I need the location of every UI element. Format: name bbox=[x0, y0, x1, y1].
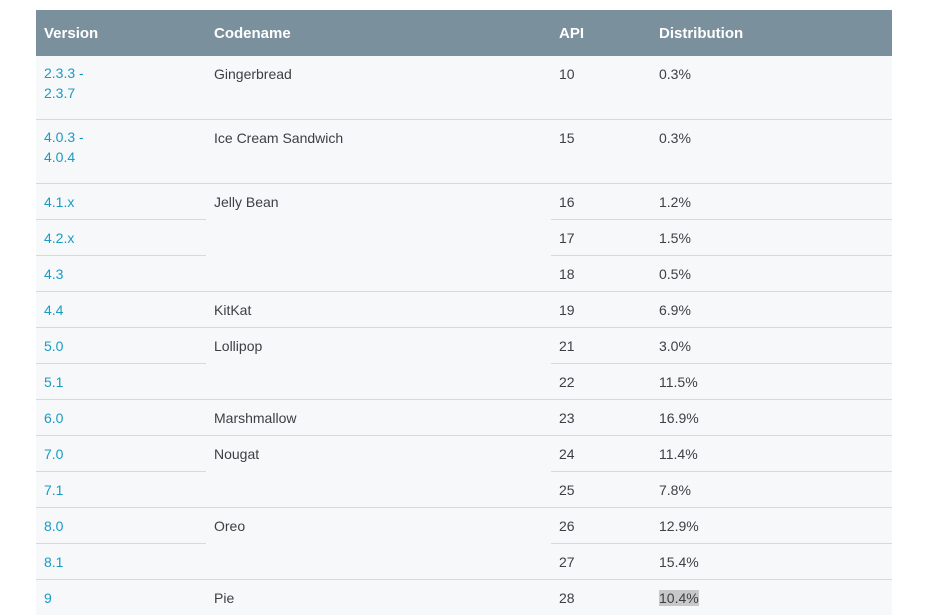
version-link[interactable]: 9 bbox=[44, 590, 52, 606]
codename-cell: Ice Cream Sandwich bbox=[206, 119, 551, 184]
table-row: 2.3.3 - 2.3.7 Gingerbread 10 0.3% bbox=[36, 56, 892, 120]
api-cell: 23 bbox=[551, 399, 651, 436]
table-row: 4.1.x Jelly Bean 16 1.2% bbox=[36, 183, 892, 292]
version-link[interactable]: 4.2.x bbox=[44, 230, 75, 246]
distribution-cell: 1.5% bbox=[651, 219, 892, 256]
version-cell: 5.0 bbox=[36, 327, 206, 364]
codename-cell: Oreo bbox=[206, 507, 551, 580]
distribution-cell: 6.9% bbox=[651, 291, 892, 328]
distribution-cell: 7.8% bbox=[651, 471, 892, 508]
api-cell: 10 bbox=[551, 56, 651, 120]
distribution-cell: 11.4% bbox=[651, 435, 892, 472]
version-cell: 4.4 bbox=[36, 291, 206, 328]
table-header-row: Version Codename API Distribution bbox=[36, 10, 892, 56]
version-cell: 4.2.x bbox=[36, 219, 206, 256]
table-row: 5.0 Lollipop 21 3.0% bbox=[36, 327, 892, 400]
version-cell: 4.3 bbox=[36, 255, 206, 292]
distribution-cell: 0.3% bbox=[651, 119, 892, 184]
header-api: API bbox=[551, 10, 651, 56]
api-cell: 22 bbox=[551, 363, 651, 400]
codename-cell: Gingerbread bbox=[206, 56, 551, 120]
distribution-cell: 11.5% bbox=[651, 363, 892, 400]
version-link[interactable]: 5.0 bbox=[44, 338, 64, 354]
distribution-cell: 15.4% bbox=[651, 543, 892, 580]
api-cell: 28 bbox=[551, 579, 651, 615]
distribution-cell: 3.0% bbox=[651, 327, 892, 364]
distribution-cell: 16.9% bbox=[651, 399, 892, 436]
table-row: 4.0.3 - 4.0.4 Ice Cream Sandwich 15 0.3% bbox=[36, 119, 892, 184]
table-row: 8.1 27 15.4% bbox=[36, 543, 892, 580]
api-cell: 25 bbox=[551, 471, 651, 508]
header-version: Version bbox=[36, 10, 206, 56]
version-link[interactable]: 7.0 bbox=[44, 446, 64, 462]
header-distribution: Distribution bbox=[651, 10, 892, 56]
version-cell: 6.0 bbox=[36, 399, 206, 436]
table-row: 6.0 Marshmallow 23 16.9% bbox=[36, 399, 892, 436]
distribution-cell: 0.3% bbox=[651, 56, 892, 120]
api-cell: 24 bbox=[551, 435, 651, 472]
api-cell: 16 bbox=[551, 183, 651, 220]
version-cell: 4.0.3 - 4.0.4 bbox=[36, 119, 206, 184]
codename-cell: Nougat bbox=[206, 435, 551, 508]
version-link[interactable]: 4.0.3 - 4.0.4 bbox=[44, 129, 84, 165]
version-cell: 7.1 bbox=[36, 471, 206, 508]
api-cell: 19 bbox=[551, 291, 651, 328]
api-cell: 18 bbox=[551, 255, 651, 292]
version-link[interactable]: 5.1 bbox=[44, 374, 64, 390]
table-row: 4.3 18 0.5% bbox=[36, 255, 892, 292]
table-row: 7.0 Nougat 24 11.4% bbox=[36, 435, 892, 508]
version-cell: 7.0 bbox=[36, 435, 206, 472]
table-row: 4.4 KitKat 19 6.9% bbox=[36, 291, 892, 328]
table-row: 4.2.x 17 1.5% bbox=[36, 219, 892, 256]
table-row: 8.0 Oreo 26 12.9% bbox=[36, 507, 892, 580]
codename-cell: Lollipop bbox=[206, 327, 551, 400]
distribution-table: Version Codename API Distribution 2.3.3 … bbox=[36, 10, 892, 615]
distribution-cell: 10.4% bbox=[651, 579, 892, 615]
distribution-cell: 1.2% bbox=[651, 183, 892, 220]
codename-cell: Pie bbox=[206, 579, 551, 615]
selected-distribution-text: 10.4% bbox=[659, 590, 699, 606]
version-link[interactable]: 8.1 bbox=[44, 554, 64, 570]
api-cell: 27 bbox=[551, 543, 651, 580]
api-cell: 17 bbox=[551, 219, 651, 256]
version-link[interactable]: 4.1.x bbox=[44, 194, 75, 210]
version-link[interactable]: 4.3 bbox=[44, 266, 64, 282]
api-cell: 26 bbox=[551, 507, 651, 544]
api-cell: 21 bbox=[551, 327, 651, 364]
api-cell: 15 bbox=[551, 119, 651, 184]
version-link[interactable]: 2.3.3 - 2.3.7 bbox=[44, 65, 84, 101]
version-link[interactable]: 7.1 bbox=[44, 482, 64, 498]
table-row: 5.1 22 11.5% bbox=[36, 363, 892, 400]
codename-cell: KitKat bbox=[206, 291, 551, 328]
codename-cell: Jelly Bean bbox=[206, 183, 551, 292]
version-cell: 8.1 bbox=[36, 543, 206, 580]
version-cell: 8.0 bbox=[36, 507, 206, 544]
codename-cell: Marshmallow bbox=[206, 399, 551, 436]
table-row: 9 Pie 28 10.4% bbox=[36, 579, 892, 615]
version-link[interactable]: 4.4 bbox=[44, 302, 64, 318]
table-row: 7.1 25 7.8% bbox=[36, 471, 892, 508]
version-cell: 4.1.x bbox=[36, 183, 206, 220]
version-cell: 5.1 bbox=[36, 363, 206, 400]
header-codename: Codename bbox=[206, 10, 551, 56]
version-cell: 9 bbox=[36, 579, 206, 615]
version-link[interactable]: 6.0 bbox=[44, 410, 64, 426]
version-cell: 2.3.3 - 2.3.7 bbox=[36, 56, 206, 120]
version-link[interactable]: 8.0 bbox=[44, 518, 64, 534]
distribution-cell: 0.5% bbox=[651, 255, 892, 292]
distribution-cell: 12.9% bbox=[651, 507, 892, 544]
